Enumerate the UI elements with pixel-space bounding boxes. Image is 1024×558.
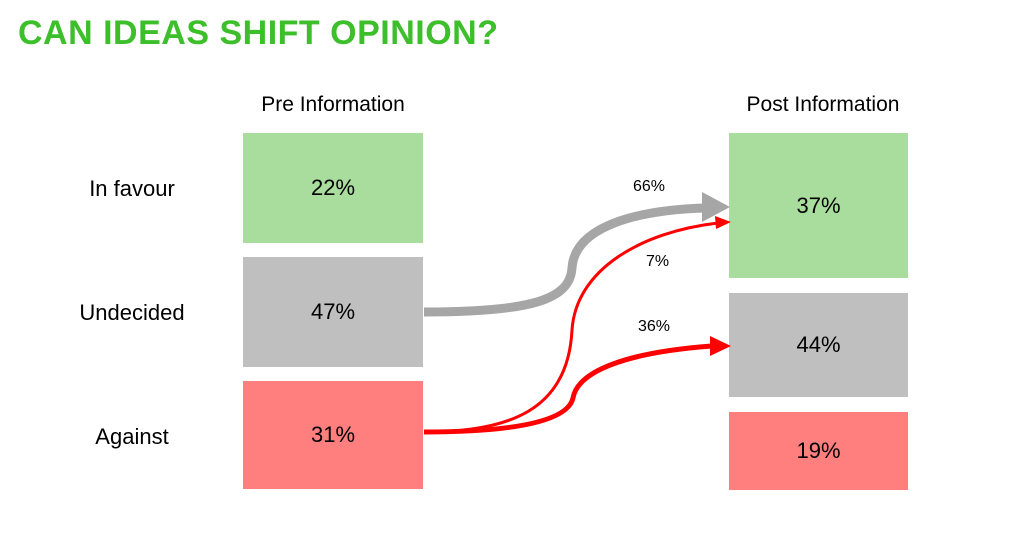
- row-label-against: Against: [95, 424, 169, 449]
- post-information-header: Post Information: [746, 93, 900, 116]
- row-label-undecided: Undecided: [79, 300, 185, 325]
- undecided-to-favour-arrow: [423, 203, 706, 317]
- against-to-favour-arrowhead: [715, 216, 731, 229]
- against-to-undecided-arrow: [423, 343, 713, 435]
- page-title: CAN IDEAS SHIFT OPINION?: [18, 14, 499, 52]
- flow-label-against-to-favour: 7%: [646, 253, 670, 270]
- post-favour-box: 37%: [729, 133, 908, 278]
- flow-label-against-to-undecided: 36%: [638, 318, 671, 335]
- pre-favour-box: 22%: [243, 133, 423, 243]
- pre-information-header: Pre Information: [261, 93, 405, 116]
- pre-against-box: 31%: [243, 381, 423, 489]
- against-to-favour-arrow: [423, 221, 719, 434]
- row-label-in-favour: In favour: [89, 176, 175, 201]
- post-against-box: 19%: [729, 412, 908, 490]
- against-to-undecided-arrowhead: [710, 336, 731, 356]
- undecided-to-favour-arrowhead: [702, 192, 730, 222]
- flow-label-undecided-to-favour: 66%: [633, 178, 666, 195]
- pre-undecided-box: 47%: [243, 257, 423, 367]
- post-undecided-box: 44%: [729, 293, 908, 397]
